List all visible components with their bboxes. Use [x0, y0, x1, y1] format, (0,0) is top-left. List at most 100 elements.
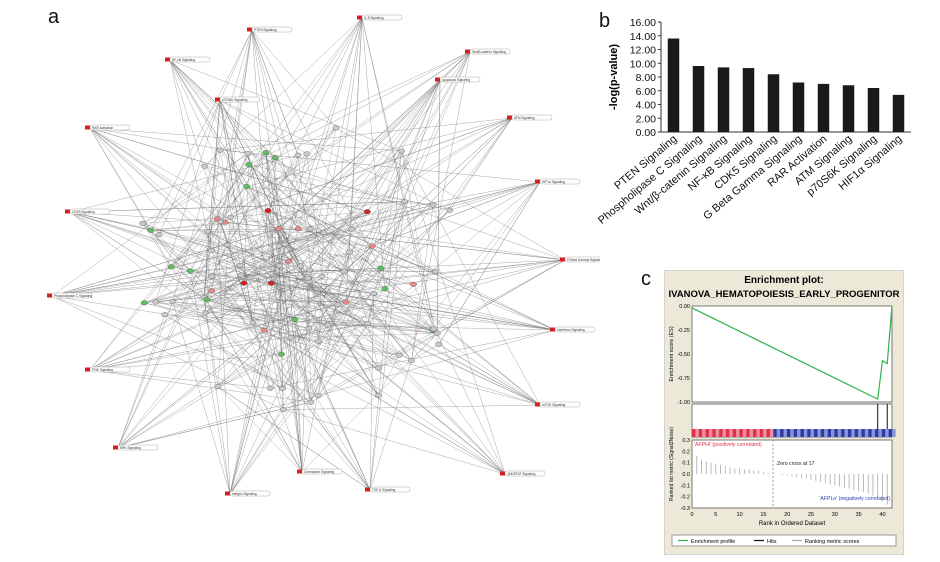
bar — [693, 66, 705, 132]
bar-y-tick-label: 0.00 — [636, 127, 657, 139]
molecule-node — [250, 320, 256, 325]
molecule-node — [215, 384, 221, 389]
molecule-node — [265, 208, 271, 213]
molecule-node — [201, 164, 207, 169]
molecule-node — [401, 199, 407, 204]
molecule-node — [209, 274, 215, 279]
heat-cell — [828, 429, 832, 437]
x-tick-label: 20 — [784, 512, 790, 518]
molecule-node — [325, 323, 331, 328]
x-tick-label: 35 — [856, 512, 862, 518]
metric-y-tick-label: -0.1 — [681, 483, 690, 489]
bar-y-axis-label: -log(p-value) — [608, 44, 620, 110]
pathway-node-label: CDK5 Signaling — [72, 210, 95, 214]
molecule-node — [396, 353, 402, 358]
positive-label: 'AFPHi' (positively correlated) — [694, 442, 762, 448]
molecule-node — [295, 153, 301, 158]
heat-cell — [790, 429, 794, 437]
pathway-node-marker — [465, 50, 470, 54]
panel-c-enrichment-plot: Enrichment plot:IVANOVA_HEMATOPOIESIS_EA… — [664, 270, 904, 555]
pathway-node-label: JAK/STAT Signaling — [507, 472, 536, 476]
pathway-node: IL-8 Signaling — [357, 15, 402, 20]
es-y-axis-label: Enrichment score (ES) — [669, 326, 675, 381]
heat-cell — [712, 429, 716, 437]
molecule-node — [141, 301, 147, 306]
network-edge — [90, 128, 227, 245]
heat-cell — [739, 429, 743, 437]
pathway-node-label: ERK Signaling — [120, 446, 141, 450]
heat-cell — [702, 429, 706, 437]
molecule-node — [169, 299, 175, 304]
network-edges — [52, 18, 565, 494]
molecule-node — [237, 263, 243, 268]
pathway-node-label: ATM Signaling — [514, 116, 535, 120]
heat-cell — [709, 429, 713, 437]
metric-y-tick-label: -0.2 — [681, 495, 690, 501]
heat-cell — [770, 429, 774, 437]
heat-cell — [726, 429, 730, 437]
molecule-node — [306, 268, 312, 273]
pathway-node-label: Chemokine Signaling — [304, 470, 334, 474]
heat-cell — [797, 429, 801, 437]
heat-cell — [814, 429, 818, 437]
heat-cell — [777, 429, 781, 437]
metric-y-tick-label: 0.2 — [682, 449, 690, 455]
molecule-node — [268, 281, 274, 286]
heat-cell — [865, 429, 869, 437]
bar-y-tick-label: 14.00 — [630, 31, 656, 43]
network-edge — [298, 155, 319, 341]
heat-cell — [804, 429, 808, 437]
network-edge — [411, 344, 438, 360]
pathway-node: PI3K Signaling — [85, 367, 130, 372]
pathway-node-label: Interferon Signaling — [557, 328, 585, 332]
bar — [818, 84, 830, 132]
bar — [793, 83, 805, 133]
heat-cell — [723, 429, 727, 437]
network-edge — [212, 276, 505, 474]
pathway-node-label: Apoptosis Signaling — [442, 78, 470, 82]
molecule-node — [333, 126, 339, 131]
network-edge — [207, 231, 505, 474]
molecule-node — [272, 155, 278, 160]
panel-letter-a: a — [48, 6, 59, 29]
pathway-node-marker — [47, 294, 52, 298]
heat-cell — [773, 429, 777, 437]
pathway-node-marker — [535, 180, 540, 184]
pathway-node-marker — [215, 98, 220, 102]
heat-cell — [882, 429, 886, 437]
bar — [893, 95, 905, 132]
pathway-node-label: RAR Activation — [92, 126, 113, 130]
network-edge — [204, 18, 362, 166]
es-y-tick-label: -0.25 — [677, 328, 690, 334]
pathway-node-marker — [65, 210, 70, 214]
pathway-node-marker — [225, 492, 230, 496]
molecule-node — [447, 208, 453, 213]
heat-cell — [719, 429, 723, 437]
molecule-node — [341, 269, 347, 274]
network-edge — [217, 30, 252, 219]
heat-cell — [889, 429, 893, 437]
molecule-node — [364, 209, 370, 214]
bar-y-tick-label: 10.00 — [630, 58, 656, 70]
molecule-node — [208, 288, 214, 293]
es-y-tick-label: 0.00 — [679, 304, 690, 310]
molecule-node — [307, 227, 313, 232]
metric-y-tick-label: -0.3 — [681, 506, 690, 512]
heat-cell — [763, 429, 767, 437]
molecule-node — [282, 242, 288, 247]
molecule-node — [297, 264, 303, 269]
heat-cell — [800, 429, 804, 437]
pathway-node-label: mTOR Signaling — [542, 403, 566, 407]
pathway-node: TGF-β Signaling — [365, 487, 410, 492]
heat-cell — [817, 429, 821, 437]
molecule-node — [365, 321, 371, 326]
molecule-node — [308, 400, 314, 405]
pathway-node: Apoptosis Signaling — [435, 77, 480, 82]
pathway-node: PTEN Signaling — [247, 27, 292, 32]
molecule-node — [398, 149, 404, 154]
zero-cross-label: Zero cross at 17 — [777, 461, 815, 467]
network-edge — [275, 158, 435, 272]
molecule-node — [279, 386, 285, 391]
heat-cell — [756, 429, 760, 437]
heat-cell — [767, 429, 771, 437]
